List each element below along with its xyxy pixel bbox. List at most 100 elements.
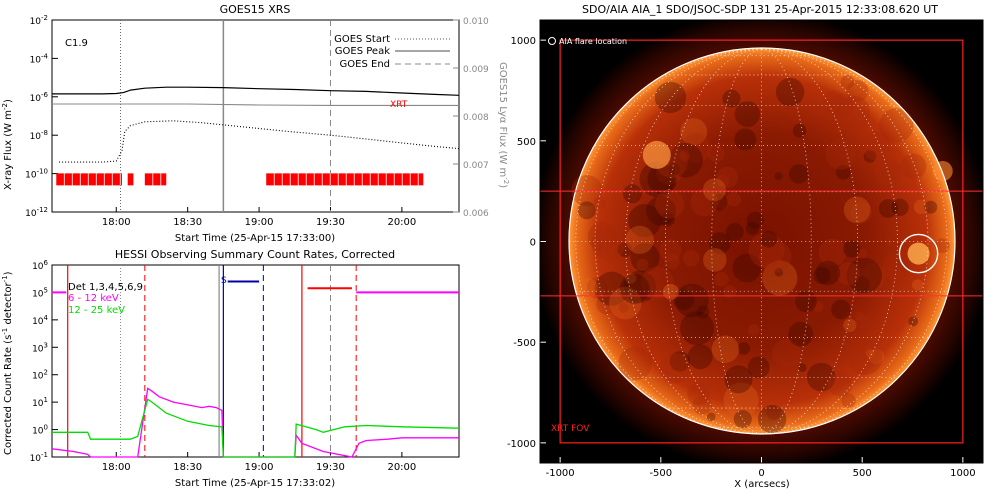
solar-texture-blob bbox=[792, 123, 807, 138]
solar-texture-blob bbox=[680, 311, 715, 346]
hessi-xtick-label: 18:00 bbox=[102, 462, 131, 473]
solar-texture-blob bbox=[668, 163, 681, 176]
goes-ylabel-left: X-ray Flux (W m-2) bbox=[1, 99, 14, 190]
solar-texture-blob bbox=[857, 248, 868, 259]
goes-xtick-label: 18:00 bbox=[102, 217, 131, 228]
hessi-ytick-label: 104 bbox=[32, 314, 48, 327]
solar-texture-blob bbox=[774, 172, 783, 181]
aia-xtick-label: 1000 bbox=[950, 468, 975, 479]
aia-xlabel: X (arcsecs) bbox=[734, 479, 790, 490]
hessi-ytick-label: 101 bbox=[32, 396, 48, 409]
solar-texture-blob bbox=[577, 201, 596, 220]
solar-texture-blob bbox=[682, 249, 700, 267]
solar-texture-blob bbox=[843, 318, 857, 332]
solar-texture-blob bbox=[591, 226, 626, 261]
solar-texture-blob bbox=[625, 225, 654, 254]
solar-texture-blob bbox=[760, 366, 775, 381]
solar-texture-blob bbox=[818, 238, 847, 267]
solar-texture-blob bbox=[714, 271, 729, 287]
solar-texture-blob bbox=[706, 412, 716, 422]
solar-texture-blob bbox=[623, 184, 642, 204]
hessi-s-marker: S bbox=[221, 276, 227, 286]
goes-y2tick-label: 0.009 bbox=[463, 65, 489, 75]
solar-texture-blob bbox=[696, 305, 710, 319]
hessi-legend: Det 1,3,4,5,6,9 6 - 12 keV 12 - 25 keV bbox=[68, 282, 143, 316]
solar-texture-blob bbox=[587, 221, 618, 252]
hessi-xtick-label: 19:00 bbox=[245, 462, 274, 473]
solar-texture-blob bbox=[840, 75, 855, 89]
xrt-interval-bar bbox=[127, 173, 134, 186]
solar-texture-blob bbox=[795, 290, 817, 313]
hessi-xtick-label: 18:30 bbox=[173, 462, 202, 473]
flare-region bbox=[907, 242, 930, 265]
solar-texture-blob bbox=[608, 286, 642, 320]
solar-texture-blob bbox=[836, 95, 871, 130]
solar-texture-blob bbox=[711, 193, 728, 211]
legend-goes-start: GOES Start bbox=[334, 34, 390, 45]
grid-longitude bbox=[761, 48, 812, 435]
solar-texture-blob bbox=[629, 159, 640, 171]
aia-ytick-label: -1000 bbox=[507, 439, 536, 450]
solar-texture-blob bbox=[812, 301, 824, 312]
solar-texture-blob bbox=[664, 253, 680, 270]
xrt-fov-label: XRT FOV bbox=[551, 424, 590, 434]
solar-texture-blob bbox=[766, 405, 782, 421]
solar-texture-blob bbox=[900, 153, 927, 180]
goes-y2tick-label: 0.010 bbox=[463, 17, 489, 27]
aia-xtick-label: -1000 bbox=[546, 468, 575, 479]
xrt-interval-bar bbox=[266, 173, 424, 186]
solar-texture-blob bbox=[878, 199, 898, 218]
legend-6-12kev: 6 - 12 keV bbox=[68, 293, 119, 304]
solar-texture-blob bbox=[860, 263, 887, 290]
solar-texture-blob bbox=[813, 266, 831, 285]
goes-ytick-label: 10-10 bbox=[25, 168, 48, 181]
solar-texture-blob bbox=[924, 200, 938, 214]
solar-texture-blob bbox=[692, 395, 712, 415]
solar-texture-blob bbox=[669, 351, 691, 372]
solar-texture-blob bbox=[594, 288, 606, 300]
solar-texture-blob bbox=[716, 174, 729, 188]
aia-ytick-label: 1000 bbox=[511, 36, 536, 47]
solar-texture-blob bbox=[723, 284, 737, 298]
solar-texture-blob bbox=[759, 240, 792, 274]
solar-texture-blob bbox=[848, 259, 885, 295]
aia-overlay: -1000 -500 0 500 1000 1000 500 0 -500 -1000 bbox=[507, 36, 983, 479]
goes-series-2 bbox=[52, 103, 459, 106]
solar-texture-blob bbox=[687, 382, 710, 406]
solar-texture-blob bbox=[655, 189, 685, 219]
solar-texture-blob bbox=[726, 191, 742, 207]
grid-longitude bbox=[575, 48, 762, 435]
solar-texture-blob bbox=[798, 363, 807, 373]
solar-texture-blob bbox=[850, 201, 873, 224]
heliographic-grid bbox=[569, 48, 954, 435]
solar-texture-blob bbox=[625, 272, 637, 284]
legend-goes-peak: GOES Peak bbox=[335, 46, 390, 57]
solar-texture-blob bbox=[722, 89, 741, 108]
aia-ytick-label: -500 bbox=[513, 338, 536, 349]
solar-texture-blob bbox=[646, 196, 676, 226]
hessi-xtick-label: 19:30 bbox=[316, 462, 345, 473]
goes-plot-area: 18:00 18:30 19:00 19:30 20:00 10-12 10-10 10-8 1… bbox=[25, 14, 489, 228]
solar-texture-blob bbox=[654, 81, 687, 114]
solar-texture-blob bbox=[660, 212, 675, 227]
hessi-ytick-label: 103 bbox=[32, 341, 48, 354]
solar-texture-blob bbox=[835, 164, 851, 180]
solar-texture-blob bbox=[578, 278, 598, 298]
hessi-ytick-label: 105 bbox=[32, 286, 48, 299]
hessi-ytick-label: 10-1 bbox=[30, 451, 48, 464]
solar-texture-blob bbox=[668, 142, 703, 178]
goes-xlabel: Start Time (25-Apr-15 17:33:00) bbox=[175, 233, 335, 244]
solar-texture-blob bbox=[863, 150, 877, 163]
solar-texture-blob bbox=[775, 77, 805, 107]
aia-legend-marker bbox=[548, 37, 556, 45]
aia-xtick-label: -500 bbox=[649, 468, 672, 479]
solar-texture-blob bbox=[843, 196, 871, 224]
hessi-title: HESSI Observing Summary Count Rates, Cor… bbox=[115, 248, 395, 261]
goes-ytick-label: 10-6 bbox=[30, 91, 49, 104]
solar-texture-blob bbox=[703, 178, 726, 202]
solar-texture-blob bbox=[673, 289, 694, 311]
solar-texture-blob bbox=[659, 239, 682, 262]
solar-texture-blob bbox=[618, 346, 653, 381]
solar-texture-blob bbox=[680, 133, 711, 164]
solar-texture-blob bbox=[747, 356, 770, 379]
